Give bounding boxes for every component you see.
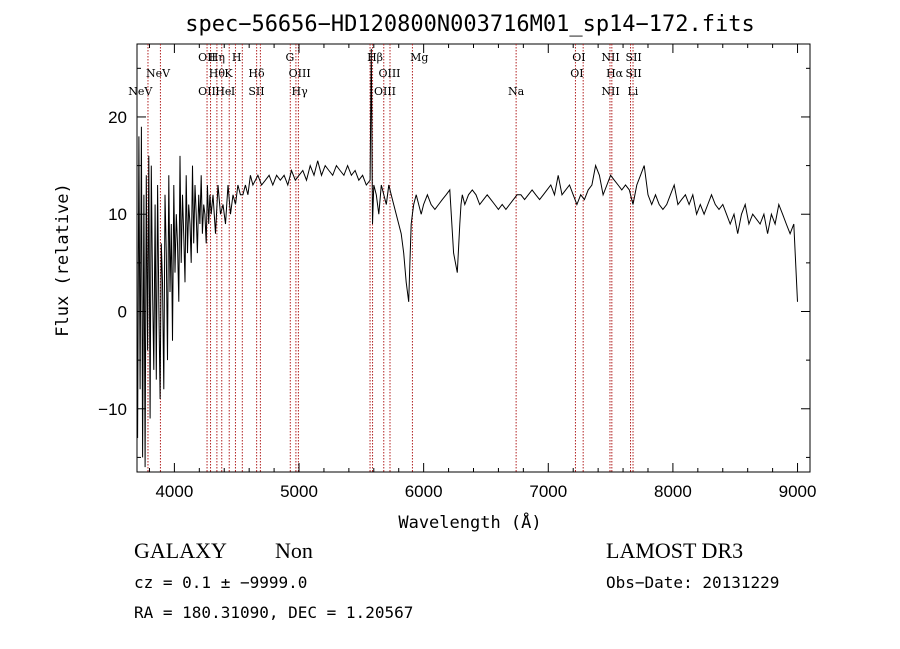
x-tick-label: 9000 [779, 482, 817, 501]
emission-line-label: OI [572, 51, 585, 64]
emission-line-label: NeV [128, 85, 153, 98]
x-axis-label: Wavelength (Å) [398, 511, 541, 533]
chart-title: spec−56656−HD120800N003716M01_sp14−172.f… [185, 12, 755, 37]
emission-line-label: Na [508, 85, 525, 98]
observation-date: Obs−Date: 20131229 [606, 573, 780, 592]
y-tick-label: −10 [98, 400, 127, 419]
x-tick-label: 4000 [155, 482, 193, 501]
emission-line-label: K [224, 67, 233, 80]
emission-line-label: NeV [146, 67, 171, 80]
object-type: GALAXY [134, 538, 227, 563]
x-tick-label: 5000 [280, 482, 318, 501]
emission-line-label: Hγ [292, 85, 309, 98]
emission-line-label: Hβ [367, 51, 383, 64]
x-tick-label: 7000 [529, 482, 567, 501]
spectrum-line [137, 48, 798, 468]
coordinates-readout: RA = 180.31090, DEC = 1.20567 [134, 603, 414, 622]
spectrum-series [137, 48, 798, 468]
emission-line-label: Hα [606, 67, 624, 80]
emission-line-label: Li [627, 85, 638, 98]
emission-line-label: NII [601, 85, 619, 98]
emission-line-label: SII [248, 85, 264, 98]
plot-frame [136, 43, 811, 473]
y-tick-label: 10 [108, 205, 127, 224]
x-tick-label: 6000 [405, 482, 443, 501]
emission-line-label: Mg [410, 51, 428, 64]
emission-line-label: SII [626, 51, 642, 64]
emission-marker-lines [147, 44, 634, 472]
y-tick-label: 20 [108, 108, 127, 127]
emission-line-label: OIII [374, 85, 396, 98]
emission-line-label: OI [570, 67, 583, 80]
emission-line-label: NII [601, 51, 619, 64]
redshift-readout: cz = 0.1 ± −9999.0 [134, 573, 308, 592]
emission-line-label: G [286, 51, 295, 64]
x-tick-label: 8000 [654, 482, 692, 501]
emission-line-label: Hη [209, 51, 225, 64]
emission-line-label: I [231, 85, 235, 98]
emission-line-label: OII [198, 51, 216, 64]
emission-line-label: He [215, 85, 231, 98]
emission-line-label: SII [626, 67, 642, 80]
emission-line-label: OII [198, 85, 216, 98]
object-subclass: Non [275, 538, 313, 563]
y-axis-label: Flux (relative) [53, 183, 73, 337]
survey-name: LAMOST DR3 [606, 538, 744, 563]
emission-line-label: Hδ [248, 67, 265, 80]
y-tick-label: 0 [118, 303, 127, 322]
emission-line-label: OIII [378, 67, 400, 80]
emission-line-label: Hθ [209, 67, 226, 80]
emission-line-label: H [232, 51, 242, 64]
emission-line-label: OIII [289, 67, 311, 80]
